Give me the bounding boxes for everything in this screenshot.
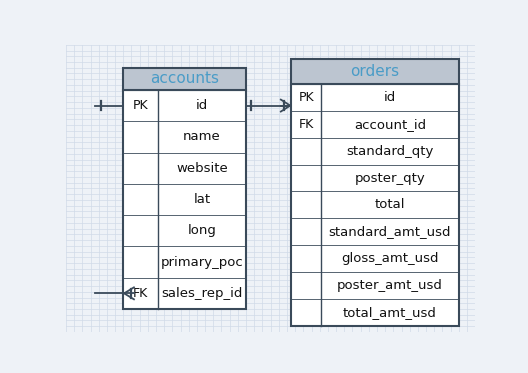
Text: total_amt_usd: total_amt_usd	[343, 306, 437, 319]
Text: standard_qty: standard_qty	[346, 145, 433, 157]
Text: total: total	[375, 198, 406, 211]
Text: PK: PK	[133, 99, 148, 112]
Text: FK: FK	[133, 287, 148, 300]
Bar	[124, 90, 246, 309]
Text: poster_qty: poster_qty	[355, 172, 426, 185]
Text: orders: orders	[351, 64, 400, 79]
Text: id: id	[196, 99, 208, 112]
Text: account_id: account_id	[354, 117, 426, 131]
Bar	[291, 84, 459, 326]
Text: lat: lat	[193, 193, 211, 206]
Text: accounts: accounts	[150, 71, 219, 86]
Text: long: long	[187, 224, 216, 237]
Text: standard_amt_usd: standard_amt_usd	[329, 225, 451, 238]
Text: gloss_amt_usd: gloss_amt_usd	[341, 253, 439, 265]
Text: id: id	[384, 91, 396, 104]
Text: PK: PK	[298, 91, 314, 104]
Text: FK: FK	[298, 117, 314, 131]
Bar	[124, 68, 246, 90]
Bar	[291, 59, 459, 84]
Text: sales_rep_id: sales_rep_id	[161, 287, 242, 300]
Text: website: website	[176, 162, 228, 175]
Text: primary_poc: primary_poc	[161, 256, 243, 269]
Text: name: name	[183, 131, 221, 143]
Text: poster_amt_usd: poster_amt_usd	[337, 279, 443, 292]
